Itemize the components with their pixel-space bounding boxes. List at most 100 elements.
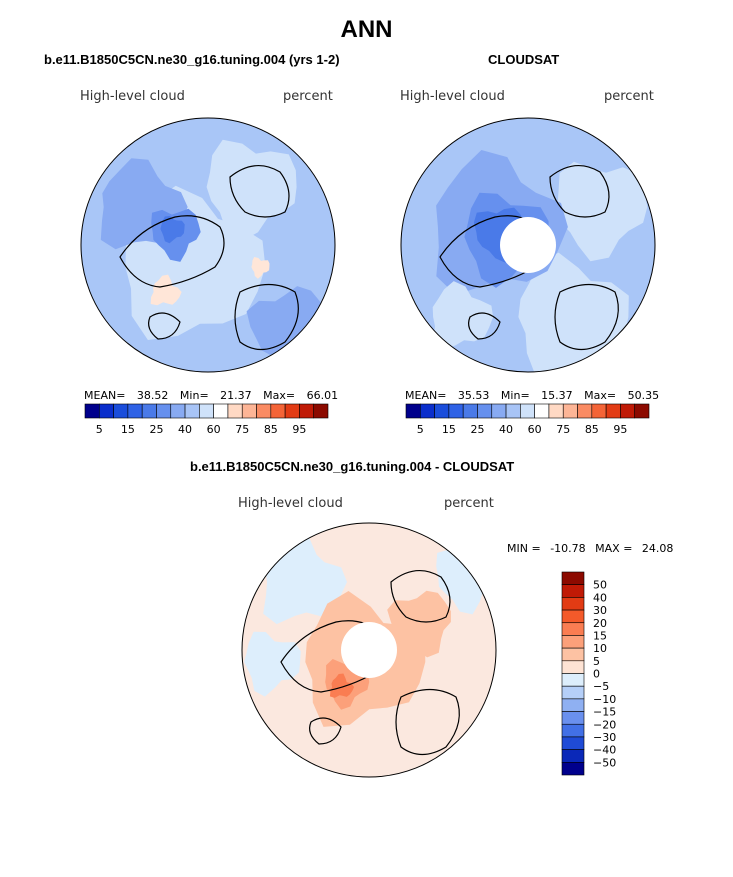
colorbar-swatch xyxy=(84,403,100,419)
colorbar-tick-label: 15 xyxy=(593,629,607,642)
figure-title: ANN xyxy=(340,16,393,43)
panel3-title: b.e11.B1850C5CN.ne30_g16.tuning.004 - CL… xyxy=(190,459,515,474)
colorbar-swatch xyxy=(591,403,607,419)
colorbar-swatch xyxy=(313,403,329,419)
colorbar-swatch xyxy=(561,622,585,636)
panel1-max-label: Max= xyxy=(263,389,296,402)
contour-region xyxy=(244,631,301,697)
colorbar-swatch xyxy=(170,403,186,419)
colorbar-swatch xyxy=(561,736,585,750)
colorbar-swatch xyxy=(477,403,493,419)
panel3-right-label: percent xyxy=(444,496,494,511)
colorbar-tick-label: 40 xyxy=(178,423,192,436)
map-boundary xyxy=(400,117,656,373)
contour-region xyxy=(206,139,297,243)
colorbar-swatch xyxy=(434,403,450,419)
contour-region xyxy=(329,673,355,698)
map-boundary xyxy=(241,522,497,778)
colorbar-swatch xyxy=(561,635,585,649)
colorbar-swatch xyxy=(213,403,229,419)
colorbar-swatch xyxy=(199,403,214,419)
colorbar-swatch xyxy=(561,647,585,662)
panel2-mean-label: MEAN= xyxy=(405,389,447,402)
colorbar-tick-label: −10 xyxy=(593,693,616,706)
panel2-min-value: 15.37 xyxy=(541,389,573,402)
panel3-stats: MIN = -10.78 MAX = 24.08 xyxy=(507,542,673,555)
panel2-left-label: High-level cloud xyxy=(400,89,505,104)
contour-region xyxy=(150,274,182,306)
colorbar-tick-label: 20 xyxy=(593,617,607,630)
colorbar-swatch xyxy=(241,403,257,419)
colorbar-swatch xyxy=(534,403,550,419)
colorbar-swatch xyxy=(561,597,585,611)
colorbar-swatch xyxy=(561,762,585,776)
colorbar-tick-label: 50 xyxy=(593,579,607,592)
panel1-left-label: High-level cloud xyxy=(80,89,185,104)
colorbar-swatch xyxy=(299,403,315,419)
panel3-max-value: 24.08 xyxy=(641,542,674,555)
colorbar-swatch xyxy=(141,403,157,419)
panel3-min-value: -10.78 xyxy=(550,542,586,555)
panel2-colorbar: 5 15 25 40 60 75 85 95 xyxy=(405,403,650,436)
colorbar-swatch xyxy=(548,403,564,419)
colorbar-tick-label: 15 xyxy=(442,423,456,436)
colorbar-swatch xyxy=(561,698,585,712)
contour-region xyxy=(263,533,347,625)
colorbar-tick-label: 40 xyxy=(499,423,513,436)
colorbar-swatch xyxy=(256,403,272,419)
panel2-max-value: 50.35 xyxy=(627,389,660,402)
colorbar-swatch xyxy=(113,403,129,419)
colorbar-swatch xyxy=(505,403,521,419)
colorbar-swatch xyxy=(127,403,143,419)
panel2-max-label: Max= xyxy=(584,389,617,402)
colorbar-tick-label: 15 xyxy=(121,423,135,436)
colorbar-tick-label: 0 xyxy=(593,668,600,681)
colorbar-swatch xyxy=(561,673,585,687)
colorbar-swatch xyxy=(448,403,464,419)
colorbar-tick-label: −20 xyxy=(593,718,616,731)
panel1-max-value: 66.01 xyxy=(306,389,339,402)
colorbar-swatch xyxy=(98,403,114,419)
contour-region xyxy=(251,257,270,279)
colorbar-swatch xyxy=(561,749,585,763)
colorbar-tick-label: 75 xyxy=(235,423,249,436)
panel1-min-label: Min= xyxy=(179,389,209,402)
colorbar-tick-label: −40 xyxy=(593,744,616,757)
panel1-map xyxy=(80,117,336,373)
colorbar-swatch xyxy=(284,403,300,419)
contour-region xyxy=(432,281,494,350)
panel1-colorbar: 5 15 25 40 60 75 85 95 xyxy=(84,403,329,436)
panel1-mean-value: 38.52 xyxy=(136,389,169,402)
colorbar-swatch xyxy=(405,403,421,419)
missing-data-pole xyxy=(341,622,397,678)
colorbar-swatch xyxy=(605,403,621,419)
colorbar-swatch xyxy=(634,403,650,419)
coastline xyxy=(234,283,299,351)
colorbar-swatch xyxy=(561,571,585,585)
colorbar-tick-label: 5 xyxy=(96,423,103,436)
colorbar-swatch xyxy=(561,711,585,725)
panel2-min-label: Min= xyxy=(500,389,530,402)
coastline xyxy=(468,312,501,340)
colorbar-swatch xyxy=(270,403,286,419)
panel1-stats: MEAN= 38.52 Min= 21.37 Max= 66.01 xyxy=(84,389,338,402)
panel2-title: CLOUDSAT xyxy=(488,52,560,67)
colorbar-swatch xyxy=(620,403,636,419)
colorbar-swatch xyxy=(462,403,478,419)
coastline xyxy=(390,570,451,623)
colorbar-tick-label: −15 xyxy=(593,706,616,719)
colorbar-swatch xyxy=(561,685,585,700)
colorbar-swatch xyxy=(561,660,585,674)
colorbar-tick-label: 25 xyxy=(470,423,484,436)
colorbar-swatch xyxy=(562,403,578,419)
colorbar-tick-label: 25 xyxy=(149,423,163,436)
colorbar-swatch xyxy=(561,723,585,738)
coastline xyxy=(309,717,342,745)
colorbar-swatch xyxy=(491,403,507,419)
contour-region xyxy=(518,252,629,372)
panel1-min-value: 21.37 xyxy=(220,389,252,402)
panel3-max-label: MAX = xyxy=(595,542,633,555)
colorbar-swatch xyxy=(577,403,593,419)
panel1-mean-label: MEAN= xyxy=(84,389,126,402)
